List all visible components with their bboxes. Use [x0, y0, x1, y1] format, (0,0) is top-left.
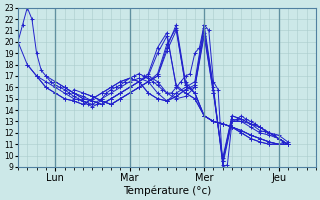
X-axis label: Température (°c): Température (°c) [123, 185, 211, 196]
